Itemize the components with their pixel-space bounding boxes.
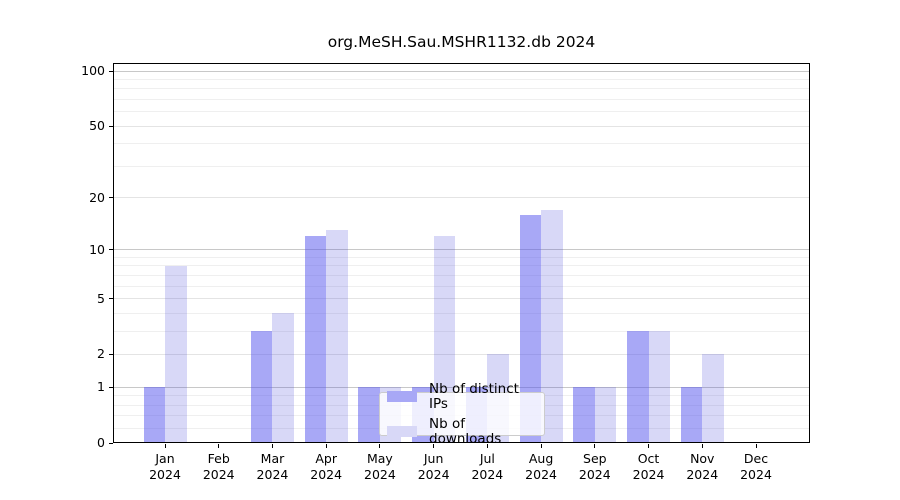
x-tick xyxy=(540,444,542,448)
x-tick-label: Nov 2024 xyxy=(686,451,719,482)
legend-item-distinct-ips: Nb of distinct IPs xyxy=(387,380,537,412)
gridline-minor xyxy=(114,88,809,90)
x-tick xyxy=(433,444,435,448)
bar-nb-of-distinct-ips-may xyxy=(358,387,380,443)
x-tick-label: Aug 2024 xyxy=(525,451,557,482)
x-tick xyxy=(164,444,166,448)
x-tick xyxy=(379,444,381,448)
x-tick-label: Sep 2024 xyxy=(578,451,611,482)
x-tick-label: Mar 2024 xyxy=(256,451,289,482)
legend-item-downloads: Nb of downloads xyxy=(387,415,537,447)
y-tick xyxy=(109,70,113,72)
bar-nb-of-distinct-ips-sep xyxy=(573,387,595,443)
gridline-minor xyxy=(114,285,809,287)
x-tick-label: Apr 2024 xyxy=(310,451,343,482)
x-tick-label: Dec 2024 xyxy=(740,451,772,482)
gridline-minor xyxy=(114,143,809,145)
y-tick-label: 100 xyxy=(81,63,105,78)
x-tick-label: Jul 2024 xyxy=(471,451,504,482)
gridline-major xyxy=(114,249,809,251)
gridline-mid xyxy=(114,197,809,199)
y-tick-label: 2 xyxy=(97,346,105,362)
y-tick-label: 10 xyxy=(89,241,105,257)
bar-nb-of-downloads-apr xyxy=(326,230,348,443)
gridline-major xyxy=(114,386,809,388)
y-tick xyxy=(109,298,113,300)
x-tick-label: Jun 2024 xyxy=(417,451,450,482)
bar-nb-of-distinct-ips-nov xyxy=(680,387,703,443)
bar-nb-of-downloads-mar xyxy=(272,313,294,443)
gridline-minor xyxy=(114,265,809,267)
x-tick-label: Feb 2024 xyxy=(202,451,235,482)
y-tick-label: 5 xyxy=(97,290,105,306)
y-tick xyxy=(109,353,113,355)
gridline-minor xyxy=(114,312,809,314)
y-tick-label: 1 xyxy=(97,379,105,395)
x-tick xyxy=(701,444,703,448)
bar-nb-of-downloads-oct xyxy=(648,331,671,443)
x-tick-label: Oct 2024 xyxy=(632,451,665,482)
legend-label-downloads: Nb of downloads xyxy=(429,415,502,447)
bar-nb-of-downloads-aug xyxy=(541,210,563,443)
gridline-minor xyxy=(114,165,809,167)
y-tick xyxy=(109,386,113,388)
y-tick xyxy=(109,442,113,444)
chart-title: org.MeSH.Sau.MSHR1132.db 2024 xyxy=(327,33,596,51)
x-tick-label: Jan 2024 xyxy=(149,451,181,482)
bar-nb-of-downloads-jun xyxy=(433,236,456,443)
gridline-minor xyxy=(114,78,809,80)
bar-nb-of-distinct-ips-aug xyxy=(519,214,542,443)
x-tick-label: May 2024 xyxy=(364,451,396,482)
gridline-major xyxy=(114,70,809,72)
gridline-minor xyxy=(114,111,809,113)
gridline-minor xyxy=(114,98,809,100)
y-tick xyxy=(109,249,113,251)
gridline-minor xyxy=(114,330,809,332)
gridline-minor xyxy=(114,274,809,276)
bar-nb-of-downloads-jan xyxy=(165,265,187,443)
bar-nb-of-distinct-ips-oct xyxy=(627,331,649,443)
gridline-minor xyxy=(114,256,809,258)
y-tick xyxy=(109,197,113,199)
y-tick-label: 20 xyxy=(89,189,105,205)
x-tick xyxy=(594,444,596,448)
legend-label-distinct-ips: Nb of distinct IPs xyxy=(429,380,519,412)
y-tick-label: 0 xyxy=(97,435,105,450)
bar-nb-of-distinct-ips-apr xyxy=(304,236,327,443)
legend-swatch-downloads xyxy=(387,426,417,437)
gridline-mid xyxy=(114,353,809,355)
x-tick xyxy=(218,444,220,448)
legend-swatch-distinct-ips xyxy=(387,391,417,402)
x-tick xyxy=(486,444,488,448)
gridline-mid xyxy=(114,125,809,127)
y-tick xyxy=(109,125,113,127)
gridline-mid xyxy=(114,298,809,300)
bar-nb-of-distinct-ips-mar xyxy=(250,331,273,443)
bar-nb-of-distinct-ips-jan xyxy=(143,387,165,443)
bar-nb-of-downloads-nov xyxy=(702,354,724,443)
x-tick xyxy=(325,444,327,448)
x-tick xyxy=(271,444,273,448)
y-tick-label: 50 xyxy=(89,118,105,134)
legend: Nb of distinct IPs Nb of downloads xyxy=(379,381,545,446)
x-tick xyxy=(755,444,757,448)
x-tick xyxy=(648,444,650,448)
bar-nb-of-downloads-sep xyxy=(594,387,617,443)
